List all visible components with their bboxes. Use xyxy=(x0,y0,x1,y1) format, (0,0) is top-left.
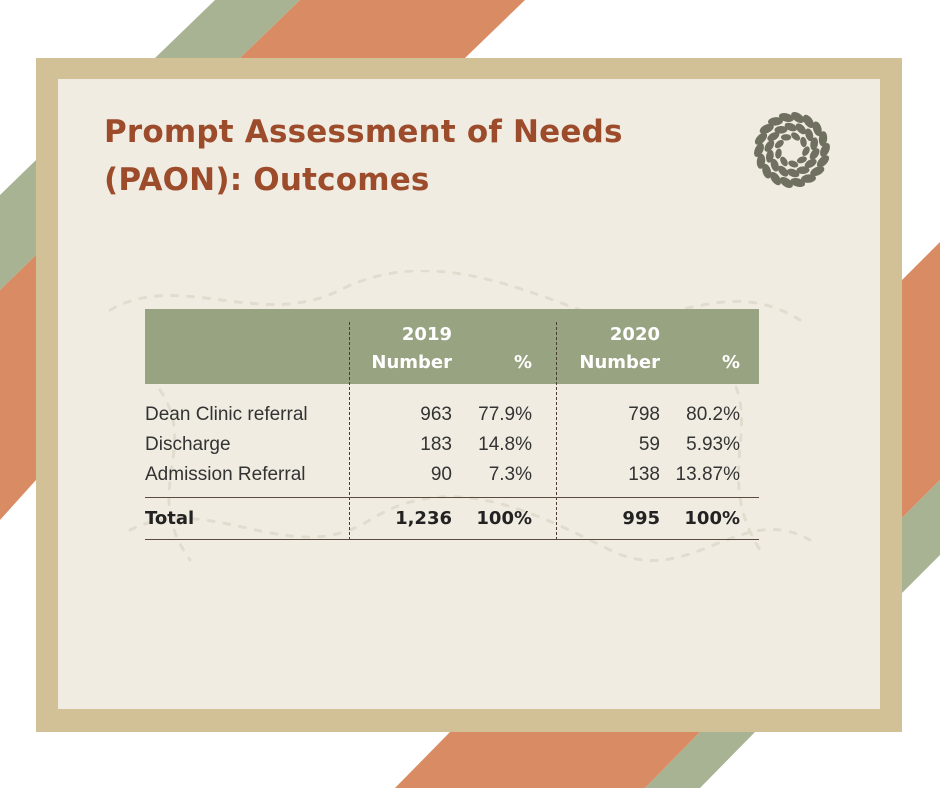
wreath-leaf xyxy=(802,146,810,156)
wreath-leaf xyxy=(810,166,825,177)
column-divider-2019 xyxy=(349,322,350,540)
cell-number-2020: 798 xyxy=(628,404,660,425)
wreath-leaf xyxy=(780,134,792,141)
header-number-2019: Number xyxy=(371,352,452,373)
header-year-2019: 2019 xyxy=(401,324,452,345)
wreath-leaf xyxy=(774,125,788,134)
header-year-2020: 2020 xyxy=(609,324,660,345)
header-number-2020: Number xyxy=(579,352,660,373)
stripe-green-right xyxy=(902,480,940,593)
cell-pct-2019: 14.8% xyxy=(478,434,532,455)
cell-pct-2020: 80.2% xyxy=(686,404,740,425)
wreath-leaf xyxy=(796,156,807,164)
cell-pct-2019: 77.9% xyxy=(478,404,532,425)
total-top-rule xyxy=(145,497,759,498)
stripe-green-bottom xyxy=(645,732,755,788)
total-number-2019: 1,236 xyxy=(395,508,452,529)
cell-number-2019: 963 xyxy=(420,404,452,425)
wreath-leaf xyxy=(791,132,801,141)
wreath-leaf xyxy=(762,163,772,179)
cell-number-2020: 59 xyxy=(638,434,660,455)
stripe-orange-top xyxy=(240,0,525,58)
wreath-leaf xyxy=(779,176,793,189)
wreath-leaf xyxy=(802,114,815,129)
wreath-leaf xyxy=(805,128,814,142)
header-pct-2019: % xyxy=(513,352,532,373)
wreath-leaf xyxy=(791,111,805,124)
wreath-leaf xyxy=(767,131,780,142)
card xyxy=(58,79,880,709)
wreath-leaf xyxy=(754,142,764,158)
wreath-leaf xyxy=(778,113,794,122)
wreath-leaf xyxy=(810,137,819,151)
row-label: Dean Clinic referral xyxy=(145,404,308,425)
wreath-leaf xyxy=(756,153,766,169)
wreath-leaf xyxy=(788,160,799,168)
page-title: Prompt Assessment of Needs (PAON): Outco… xyxy=(104,108,623,204)
wreath-leaf xyxy=(780,156,788,167)
table-header xyxy=(145,309,759,384)
background-doodle xyxy=(108,270,812,562)
cell-number-2019: 90 xyxy=(430,464,452,485)
wreath-leaf xyxy=(754,132,768,145)
wreath-leaf xyxy=(765,149,774,163)
wreath-leaf xyxy=(820,142,830,158)
wreath-leaf xyxy=(796,166,810,175)
wreath-leaf xyxy=(764,140,775,152)
cell-pct-2019: 7.3% xyxy=(488,464,532,485)
row-label: Admission Referral xyxy=(145,464,306,485)
wreath-leaf xyxy=(795,123,807,135)
title-line-2: (PAON): Outcomes xyxy=(104,162,430,198)
wreath-leaf xyxy=(804,158,817,169)
total-number-2020: 995 xyxy=(622,508,660,529)
cell-number-2019: 183 xyxy=(420,434,452,455)
wreath-leaf xyxy=(809,148,820,160)
stripe-green-left xyxy=(0,160,36,290)
wreath-leaf xyxy=(759,123,774,134)
stripe-orange-left xyxy=(0,255,36,520)
total-pct-2020: 100% xyxy=(684,508,740,529)
wreath-leaf xyxy=(816,155,830,168)
header-pct-2020: % xyxy=(721,352,740,373)
total-bottom-rule xyxy=(145,539,759,540)
cell-pct-2020: 13.87% xyxy=(675,464,740,485)
leaf-wreath-icon xyxy=(754,111,830,189)
cell-pct-2020: 5.93% xyxy=(686,434,740,455)
total-label: Total xyxy=(145,508,195,529)
column-divider-2020 xyxy=(556,322,557,540)
total-pct-2019: 100% xyxy=(476,508,532,529)
wreath-leaf xyxy=(786,168,800,178)
stripe-orange-right xyxy=(902,242,940,518)
wreath-leaf xyxy=(769,171,782,186)
wreath-leaf xyxy=(800,136,807,148)
cell-number-2020: 138 xyxy=(628,464,660,485)
wreath-leaf xyxy=(774,139,784,149)
wreath-leaf xyxy=(770,158,779,172)
title-line-1: Prompt Assessment of Needs xyxy=(104,114,623,150)
stripe-orange-bottom xyxy=(395,732,700,788)
wreath-leaf xyxy=(812,121,822,137)
wreath-leaf xyxy=(790,178,806,187)
wreath-leaf xyxy=(784,122,798,132)
wreath-leaf xyxy=(801,174,816,183)
wreath-leaf xyxy=(768,117,783,126)
wreath-leaf xyxy=(818,131,828,147)
wreath-leaf xyxy=(775,148,782,159)
wreath-leaf xyxy=(777,165,789,177)
row-label: Discharge xyxy=(145,434,231,455)
stripe-green-top xyxy=(155,0,300,58)
